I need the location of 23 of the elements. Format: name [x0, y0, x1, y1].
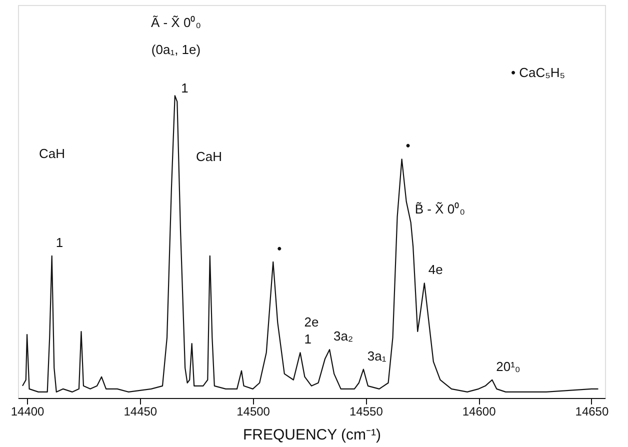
x-axis-title: FREQUENCY (cm⁻¹) [242, 426, 382, 444]
x-tick-label: 14500 [236, 404, 270, 418]
annotation: 4e [428, 262, 443, 278]
text: (0a₁, 1e) [151, 42, 201, 57]
annotation: 1 [304, 332, 312, 347]
annotation: • [277, 240, 282, 256]
annotation: CaH [196, 149, 222, 164]
annotation: 3a₂ [334, 328, 354, 344]
x-tick-label: 14600 [462, 404, 496, 418]
annotation: B̃ - X̃ 0⁰₀ [414, 202, 465, 217]
annotation: 20¹₀ [496, 358, 520, 374]
annotation: 1 [56, 234, 64, 250]
text: Ã - X̃ 0⁰₀ [150, 14, 202, 30]
annotation: CaH [38, 146, 66, 161]
text: • CaC₅H₅ [510, 65, 566, 80]
annotation: 2e [304, 314, 319, 330]
x-tick-label: 14450 [124, 404, 158, 418]
annotation: 3a₁ [367, 348, 387, 364]
annotation: 1 [181, 80, 188, 96]
annotation: • [406, 138, 411, 154]
x-tick-label: 14650 [575, 404, 609, 418]
x-tick-label: 14550 [349, 404, 384, 418]
x-tick-label: 14400 [10, 404, 45, 418]
